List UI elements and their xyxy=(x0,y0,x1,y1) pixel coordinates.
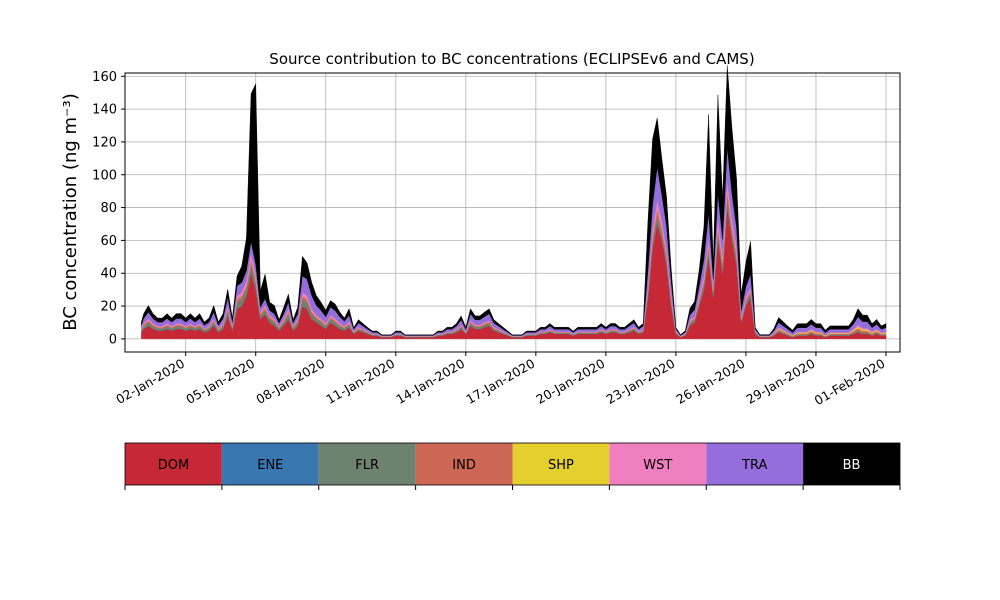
y-tick-label: 60 xyxy=(100,234,117,249)
x-tick-label: 05-Jan-2020 xyxy=(183,356,257,407)
x-tick-label: 11-Jan-2020 xyxy=(323,356,397,407)
legend-label-dom: DOM xyxy=(158,458,189,473)
legend-swatch-shp xyxy=(512,443,610,485)
area-bb xyxy=(141,65,887,336)
y-tick-label: 160 xyxy=(92,70,117,85)
legend-label-wst: WST xyxy=(643,458,672,473)
legend-swatch-ind xyxy=(415,443,513,485)
x-tick-label: 02-Jan-2020 xyxy=(113,356,187,407)
y-axis: 0 20 40 60 80 100 120 140 160 xyxy=(92,70,125,347)
y-tick-label: 140 xyxy=(92,103,117,118)
x-tick-label: 17-Jan-2020 xyxy=(463,356,537,407)
x-axis: 02-Jan-202005-Jan-202008-Jan-202011-Jan-… xyxy=(113,352,888,408)
legend-label-ene: ENE xyxy=(257,458,283,473)
x-tick-label: 29-Jan-2020 xyxy=(744,356,818,407)
stacked-areas xyxy=(141,65,887,340)
x-tick-label: 01-Feb-2020 xyxy=(812,356,888,408)
y-axis-label: BC concentration (ng m⁻³) xyxy=(60,93,81,331)
plot-frame xyxy=(124,72,901,353)
x-tick-label: 08-Jan-2020 xyxy=(253,356,327,407)
legend-label-shp: SHP xyxy=(548,458,574,473)
x-tick-label: 20-Jan-2020 xyxy=(533,356,607,407)
legend-swatch-wst xyxy=(609,443,707,485)
x-tick-label: 14-Jan-2020 xyxy=(393,356,467,407)
legend-label-ind: IND xyxy=(452,458,476,473)
y-tick-label: 100 xyxy=(92,168,117,183)
legend-colorbar: DOM ENE FLR IND SHP WST TRA BB xyxy=(124,442,901,490)
x-tick-label: 26-Jan-2020 xyxy=(674,356,748,407)
y-tick-label: 80 xyxy=(100,201,117,216)
y-tick-label: 20 xyxy=(100,300,117,315)
legend-label-tra: TRA xyxy=(741,458,767,473)
legend-label-bb: BB xyxy=(843,458,861,473)
legend-swatch-dom xyxy=(125,443,222,485)
x-tick-label: 23-Jan-2020 xyxy=(603,356,677,407)
legend-swatch-bb xyxy=(803,443,900,485)
chart-title: Source contribution to BC concentrations… xyxy=(269,50,754,68)
y-tick-label: 40 xyxy=(100,267,117,282)
legend-label-flr: FLR xyxy=(355,458,379,473)
y-tick-label: 120 xyxy=(92,135,117,150)
legend-swatch-flr xyxy=(318,443,416,485)
y-tick-label: 0 xyxy=(109,332,117,347)
legend-swatch-ene xyxy=(221,443,319,485)
legend-swatch-tra xyxy=(706,443,804,485)
